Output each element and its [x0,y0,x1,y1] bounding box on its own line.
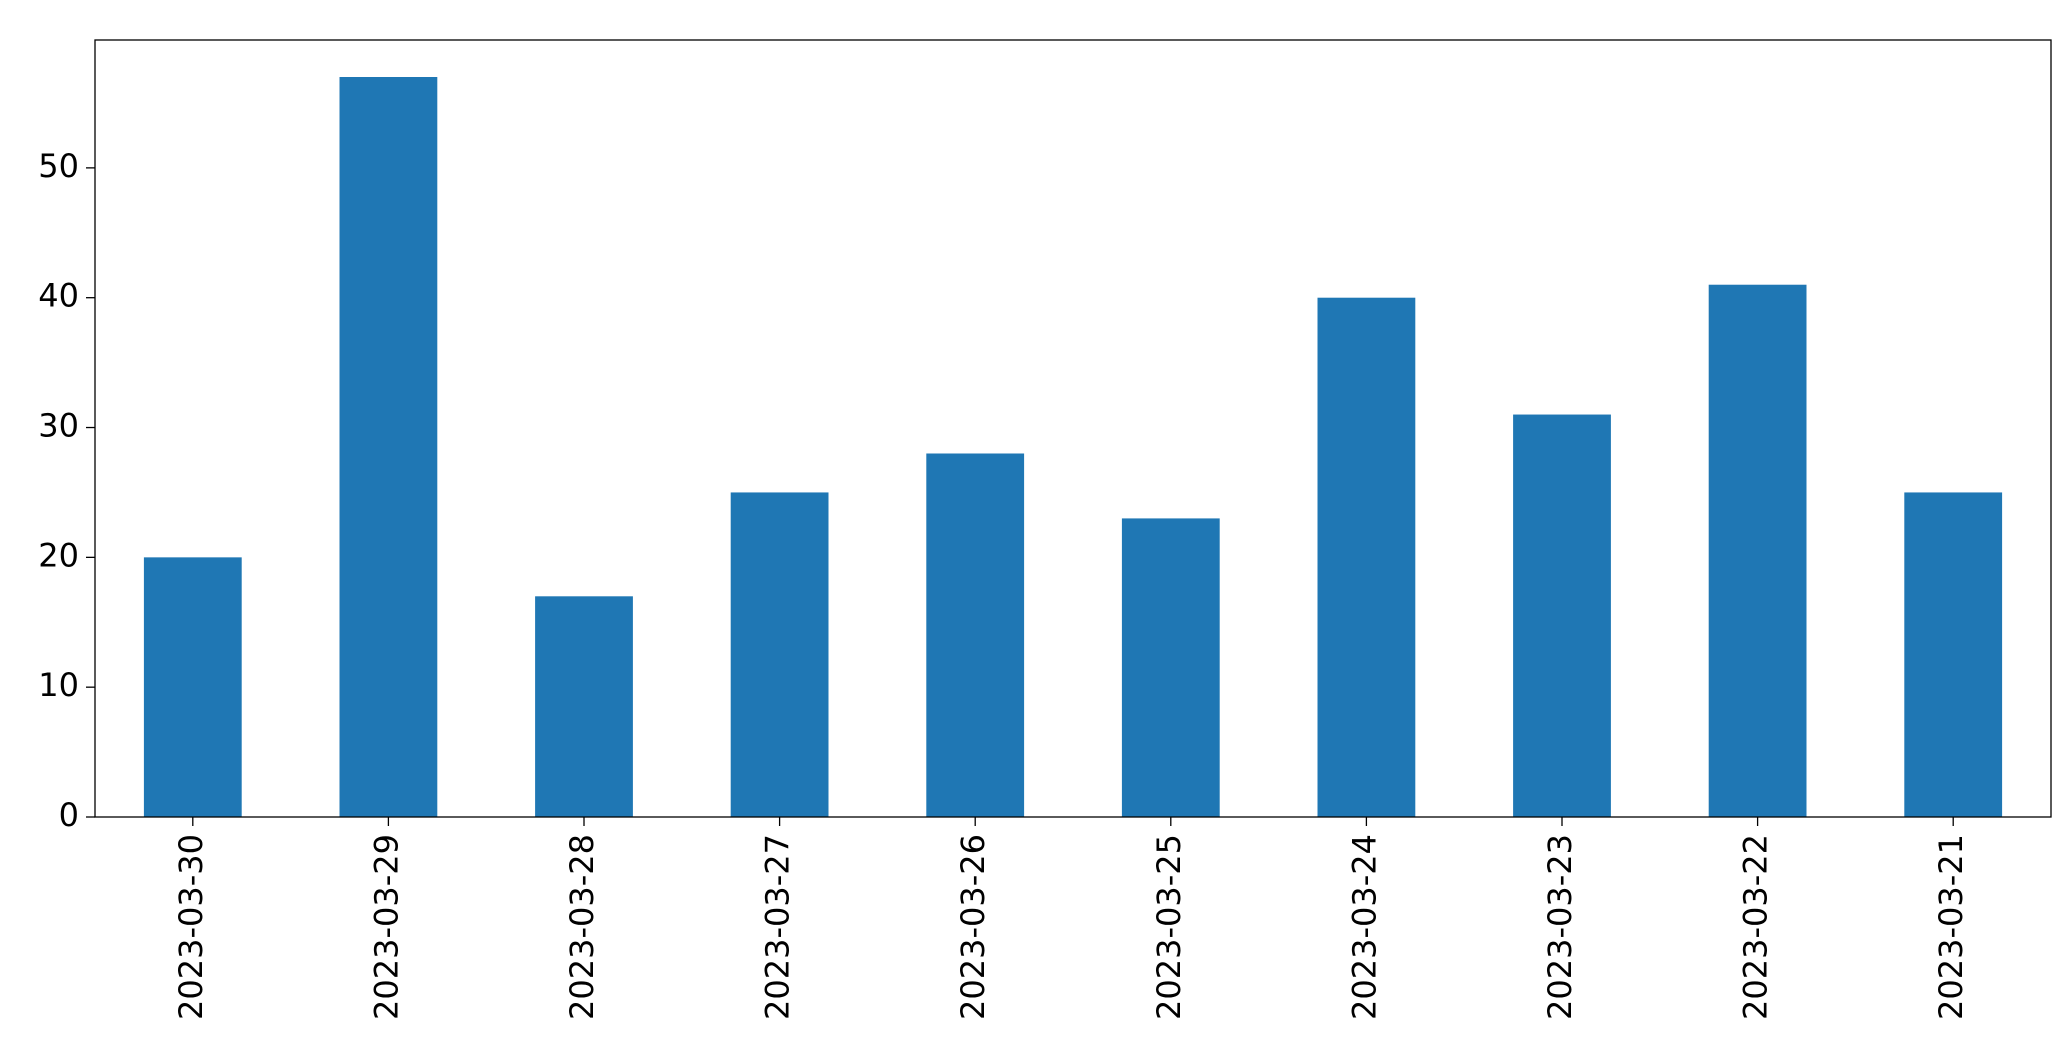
bar [1904,492,2003,817]
x-tick-label: 2023-03-24 [1345,834,1383,1020]
y-tick-label: 30 [38,407,79,445]
x-tick-label: 2023-03-28 [563,834,601,1020]
bar [730,492,829,817]
y-tick-label: 10 [38,666,79,704]
x-tick-label: 2023-03-26 [954,834,992,1020]
y-tick-label: 20 [38,536,79,574]
x-tick-label: 2023-03-25 [1150,834,1188,1020]
bar [1513,414,1611,817]
y-tick-label: 0 [59,796,79,834]
bar [143,557,242,817]
y-tick-label: 40 [38,277,79,315]
x-tick-label: 2023-03-27 [759,834,797,1020]
bar [535,596,633,817]
bar [926,453,1025,817]
y-tick-label: 50 [38,147,79,185]
plot-frame [94,39,2052,818]
x-tick-label: 2023-03-23 [1541,834,1579,1020]
x-tick-label: 2023-03-30 [172,834,210,1020]
bar [339,77,438,817]
x-tick-label: 2023-03-22 [1737,834,1775,1020]
x-tick-label: 2023-03-29 [367,834,405,1020]
bar [1121,518,1220,817]
x-tick-label: 2023-03-21 [1932,834,1970,1020]
bar [1317,297,1416,817]
bar [1708,284,1807,817]
